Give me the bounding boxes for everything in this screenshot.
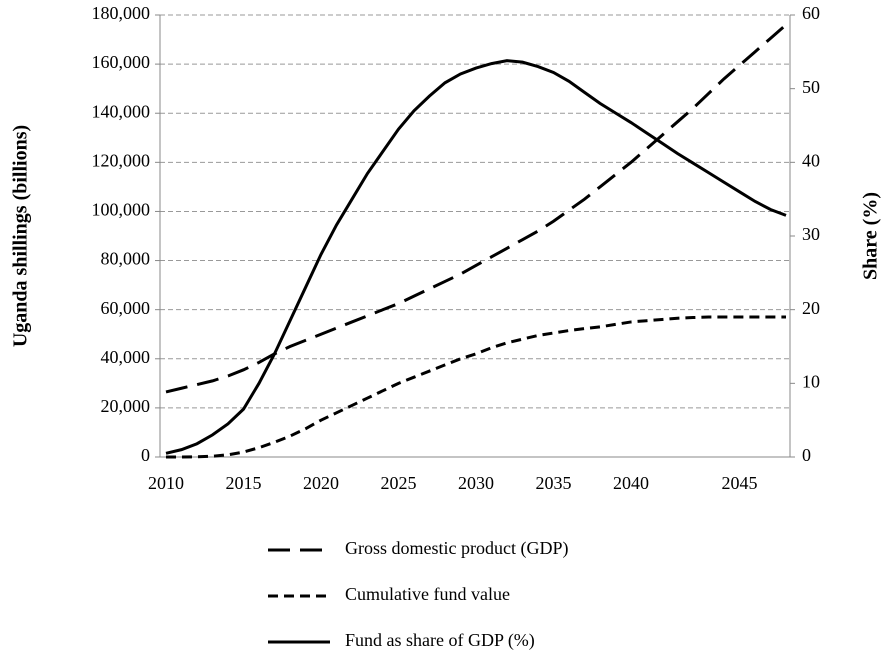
x-tick-label: 2045 xyxy=(722,473,758,493)
y2-axis-title: Share (%) xyxy=(860,192,882,280)
series-line xyxy=(165,23,787,394)
x-tick-label: 2040 xyxy=(613,473,649,493)
y2-tick-label: 50 xyxy=(802,77,820,97)
legend-label: Gross domestic product (GDP) xyxy=(345,538,568,559)
y-tick-label: 160,000 xyxy=(92,52,151,72)
y-tick-label: 100,000 xyxy=(92,200,151,220)
y-tick-label: 140,000 xyxy=(92,101,151,121)
y2-tick-label: 10 xyxy=(802,371,820,391)
y-tick-label: 40,000 xyxy=(101,347,151,367)
y2-tick-label: 20 xyxy=(802,298,820,318)
y-tick-label: 180,000 xyxy=(92,3,151,23)
y2-tick-label: 30 xyxy=(802,224,820,244)
series-line xyxy=(165,59,787,455)
y-tick-label: 0 xyxy=(141,445,150,465)
x-tick-label: 2035 xyxy=(536,473,572,493)
y2-tick-label: 60 xyxy=(802,3,820,23)
y-tick-label: 80,000 xyxy=(101,249,151,269)
y-axis-title: Uganda shillings (billions) xyxy=(10,125,32,347)
y2-tick-label: 0 xyxy=(802,445,811,465)
x-tick-label: 2015 xyxy=(226,473,262,493)
x-tick-label: 2010 xyxy=(148,473,184,493)
legend-label: Fund as share of GDP (%) xyxy=(345,630,535,651)
y-tick-label: 20,000 xyxy=(101,396,151,416)
legend-label: Cumulative fund value xyxy=(345,584,510,604)
series-line xyxy=(166,315,786,459)
x-tick-label: 2020 xyxy=(303,473,339,493)
y-tick-label: 120,000 xyxy=(92,150,151,170)
x-tick-label: 2025 xyxy=(381,473,417,493)
y-tick-label: 60,000 xyxy=(101,298,151,318)
y2-tick-label: 40 xyxy=(802,150,820,170)
x-tick-label: 2030 xyxy=(458,473,494,493)
